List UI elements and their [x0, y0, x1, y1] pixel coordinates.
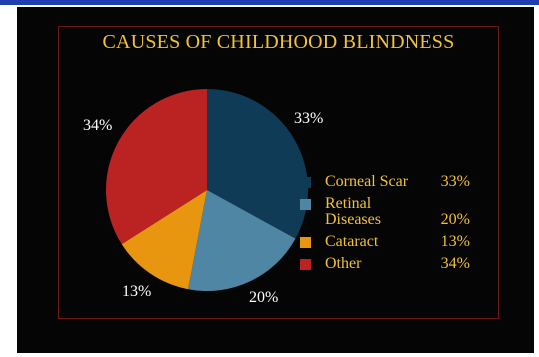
- legend-item-retinal-diseases: Retinal Diseases 20%: [300, 196, 470, 228]
- chart-title: CAUSES OF CHILDHOOD BLINDNESS: [102, 31, 455, 53]
- legend-value-corneal-scar: 33%: [440, 173, 470, 190]
- top-bar: [0, 0, 539, 5]
- legend-label-cataract: Cataract: [325, 233, 379, 250]
- legend-item-other: Other 34%: [300, 256, 470, 272]
- pie-slice-other: [106, 89, 207, 245]
- legend-swatch-corneal-scar: [300, 177, 311, 188]
- pie-slice-corneal-scar: [207, 89, 309, 239]
- legend: Corneal Scar 33% Retinal Diseases 20% Ca…: [300, 174, 470, 278]
- legend-value-retinal-diseases: 20%: [440, 211, 470, 228]
- slice-label-cataract: 13%: [122, 283, 152, 300]
- chart-frame: [58, 26, 499, 319]
- legend-item-corneal-scar: Corneal Scar 33%: [300, 174, 470, 190]
- legend-label-corneal-scar: Corneal Scar: [325, 173, 409, 190]
- legend-swatch-retinal-diseases: [300, 199, 311, 210]
- legend-swatch-cataract: [300, 237, 311, 248]
- legend-value-cataract: 13%: [440, 233, 470, 250]
- legend-item-cataract: Cataract 13%: [300, 234, 470, 250]
- pie-slice-cataract: [121, 190, 207, 290]
- pie-slice-retinal-diseases: [188, 190, 296, 291]
- slice-label-other: 34%: [83, 117, 113, 134]
- slice-label-corneal-scar: 33%: [294, 110, 324, 127]
- slice-label-retinal-diseases: 20%: [249, 289, 279, 306]
- legend-label-retinal-diseases: Retinal Diseases: [325, 195, 381, 228]
- legend-value-other: 34%: [440, 255, 470, 272]
- legend-label-other: Other: [325, 255, 362, 272]
- legend-swatch-other: [300, 259, 311, 270]
